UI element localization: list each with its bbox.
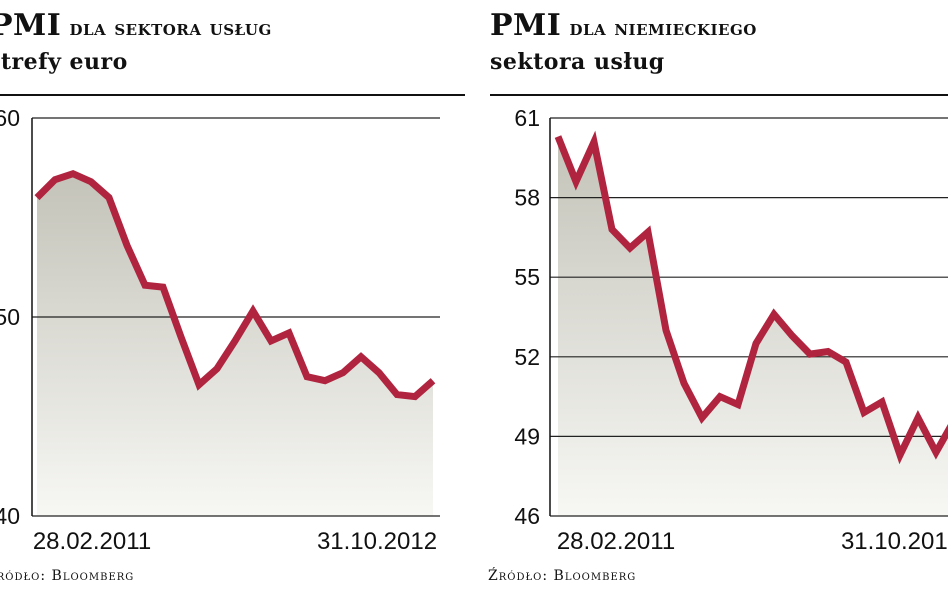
y-tick-label: 60: [0, 105, 20, 131]
y-tick-label: 46: [514, 503, 540, 529]
chart-title-text: dla niemieckiego: [569, 15, 757, 41]
y-tick-label: 52: [514, 344, 540, 370]
chart-title-pmi: PMI: [0, 8, 62, 43]
chart-title-line2: strefy euro: [0, 49, 128, 75]
chart-title-line2: sektora usług: [490, 49, 665, 75]
title-rule: [490, 94, 948, 96]
chart-title-text: dla sektora usług: [69, 15, 272, 41]
chart-source: Źródło: Bloomberg: [0, 568, 135, 584]
x-tick-label-end: 31.10.2012: [317, 528, 437, 555]
line-chart-germany: 46 49 52 55 58 61 28.02.2011 31.10.2012: [514, 105, 948, 555]
area-fill: [558, 136, 948, 516]
y-tick-label: 49: [514, 423, 540, 449]
chart-title-line1: PMI dla sektora usług: [0, 10, 272, 44]
chart-panel-eurozone: PMI dla sektora usług strefy euro 40 50 60…: [0, 0, 465, 593]
chart-source: Źródło: Bloomberg: [488, 568, 637, 584]
x-tick-label-start: 28.02.2011: [33, 528, 151, 555]
y-tick-label: 50: [0, 304, 20, 330]
x-tick-label-end: 31.10.2012: [841, 528, 948, 555]
y-tick-label: 58: [514, 185, 540, 211]
chart-title-line1: PMI dla niemieckiego: [490, 10, 757, 44]
y-tick-label: 40: [0, 503, 20, 529]
y-tick-label: 61: [514, 105, 540, 131]
title-rule: [0, 94, 465, 96]
chart-panel-germany: PMI dla niemieckiego sektora usług 46 49 5…: [478, 0, 948, 593]
line-chart-eurozone: 40 50 60 28.02.2011 31.10.2012: [0, 105, 440, 555]
y-tick-label: 55: [514, 264, 540, 290]
x-tick-label-start: 28.02.2011: [557, 528, 675, 555]
chart-title-pmi: PMI: [490, 8, 562, 43]
